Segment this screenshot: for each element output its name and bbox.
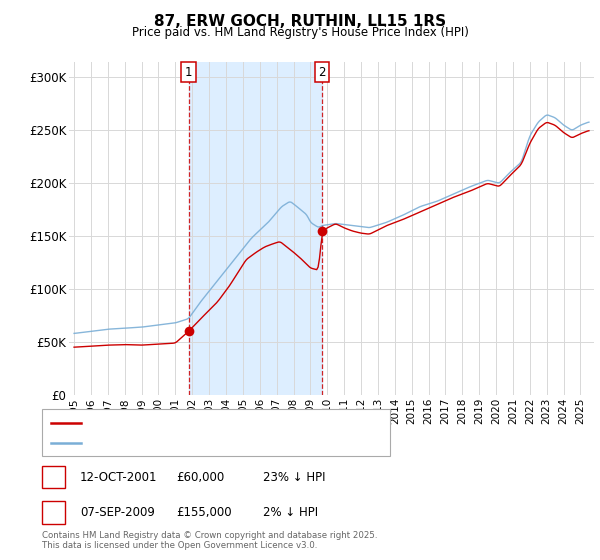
Text: 2: 2 — [318, 66, 326, 78]
Text: Contains HM Land Registry data © Crown copyright and database right 2025.
This d: Contains HM Land Registry data © Crown c… — [42, 530, 377, 550]
Text: HPI: Average price, detached house, Denbighshire: HPI: Average price, detached house, Denb… — [90, 438, 365, 448]
Text: 2: 2 — [50, 506, 57, 519]
Text: 87, ERW GOCH, RUTHIN, LL15 1RS (detached house): 87, ERW GOCH, RUTHIN, LL15 1RS (detached… — [90, 418, 378, 428]
Text: £155,000: £155,000 — [176, 506, 232, 519]
Text: 23% ↓ HPI: 23% ↓ HPI — [263, 470, 325, 484]
Text: 07-SEP-2009: 07-SEP-2009 — [80, 506, 155, 519]
Text: 1: 1 — [185, 66, 192, 78]
Text: Price paid vs. HM Land Registry's House Price Index (HPI): Price paid vs. HM Land Registry's House … — [131, 26, 469, 39]
Text: 12-OCT-2001: 12-OCT-2001 — [80, 470, 157, 484]
Text: 1: 1 — [50, 470, 57, 484]
Bar — [188, 62, 322, 395]
Text: £60,000: £60,000 — [176, 470, 224, 484]
Text: 87, ERW GOCH, RUTHIN, LL15 1RS: 87, ERW GOCH, RUTHIN, LL15 1RS — [154, 14, 446, 29]
Text: 2% ↓ HPI: 2% ↓ HPI — [263, 506, 318, 519]
